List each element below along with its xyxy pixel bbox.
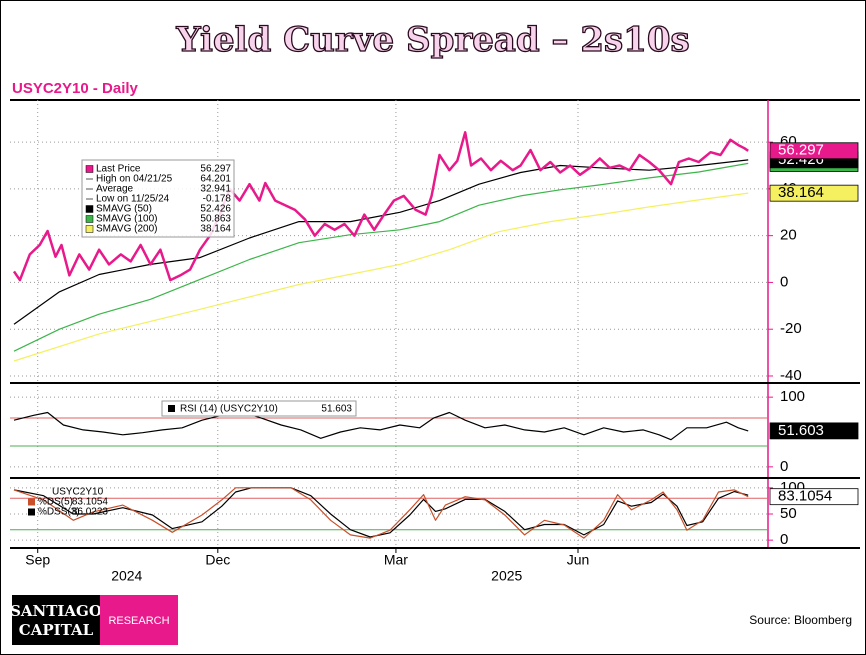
y-tick-label: 50 <box>780 505 797 522</box>
series-line <box>13 162 749 352</box>
x-tick-label: Mar <box>384 552 408 568</box>
legend-value: 50.863 <box>200 214 231 225</box>
legend-label: Last Price <box>96 164 141 175</box>
legend-box <box>81 159 235 238</box>
page-title: Yield Curve Spread – 2s10s <box>175 20 689 60</box>
y-tick-label: 0 <box>780 531 788 548</box>
legend-swatch <box>28 508 35 516</box>
y-tick-label: 100 <box>780 388 805 405</box>
year-label: 2025 <box>491 568 522 584</box>
y-tick-label: 0 <box>780 458 788 475</box>
legend-title: USYC2Y10 <box>52 487 104 498</box>
legend-label: %DSS(3) <box>38 507 80 518</box>
x-tick-label: Jun <box>567 552 590 568</box>
legend-value: 86.0223 <box>72 507 109 518</box>
source: Source: Bloomberg <box>749 613 852 627</box>
badge-text: RESEARCH <box>108 615 169 627</box>
legend-label: SMAVG (200) <box>96 224 158 235</box>
value-box-label: 56.297 <box>778 142 824 159</box>
legend-label: %DS(5) <box>38 497 73 508</box>
x-tick-label: Sep <box>25 552 50 568</box>
value-box-label: 38.164 <box>778 184 824 201</box>
legend-label: High on 04/21/25 <box>96 174 173 185</box>
legend-swatch <box>85 225 94 233</box>
legend-label: Average <box>96 184 134 195</box>
series-line <box>13 411 749 441</box>
badge <box>100 595 178 645</box>
legend-label: SMAVG (100) <box>96 214 158 225</box>
legend-label: Low on 11/25/24 <box>96 194 170 205</box>
y-tick-label: 0 <box>780 273 788 290</box>
series-line <box>13 159 749 325</box>
chart-subtitle: USYC2Y10 - Daily <box>12 80 139 97</box>
legend-value: 51.603 <box>321 404 352 415</box>
x-tick-label: Dec <box>205 552 230 568</box>
series-line <box>13 487 749 538</box>
value-box-label: 83.1054 <box>778 488 832 505</box>
value-box <box>769 488 859 506</box>
series-line <box>13 487 749 539</box>
series-line <box>13 192 749 362</box>
logo-text: CAPITAL <box>19 621 94 639</box>
value-box <box>769 184 859 202</box>
legend-swatch <box>28 498 35 506</box>
legend-label: RSI (14) (USYC2Y10) <box>180 404 278 415</box>
logo-text: SANTIAGO <box>10 602 102 620</box>
legend-value: 64.201 <box>200 174 231 185</box>
legend-swatch <box>85 165 94 173</box>
y-tick-label: -20 <box>780 320 802 337</box>
legend-value: 56.297 <box>200 164 231 175</box>
year-label: 2024 <box>111 568 142 584</box>
legend-value: 52.426 <box>200 204 231 215</box>
legend-value: 38.164 <box>200 224 231 235</box>
value-box-label: 51.603 <box>778 422 824 439</box>
legend-swatch <box>85 215 94 223</box>
legend-swatch <box>85 205 94 213</box>
legend-label: SMAVG (50) <box>96 204 152 215</box>
series-line <box>12 131 749 282</box>
legend-value: 83.1054 <box>72 497 109 508</box>
legend-value: -0.178 <box>203 194 232 205</box>
value-box <box>769 142 859 160</box>
value-box <box>769 422 859 440</box>
legend-value: 32.941 <box>200 184 231 195</box>
y-tick-label: -40 <box>780 367 802 384</box>
legend-swatch <box>168 405 175 412</box>
y-tick-label: 20 <box>780 227 797 244</box>
logo <box>12 595 100 645</box>
legend-box <box>161 400 357 417</box>
